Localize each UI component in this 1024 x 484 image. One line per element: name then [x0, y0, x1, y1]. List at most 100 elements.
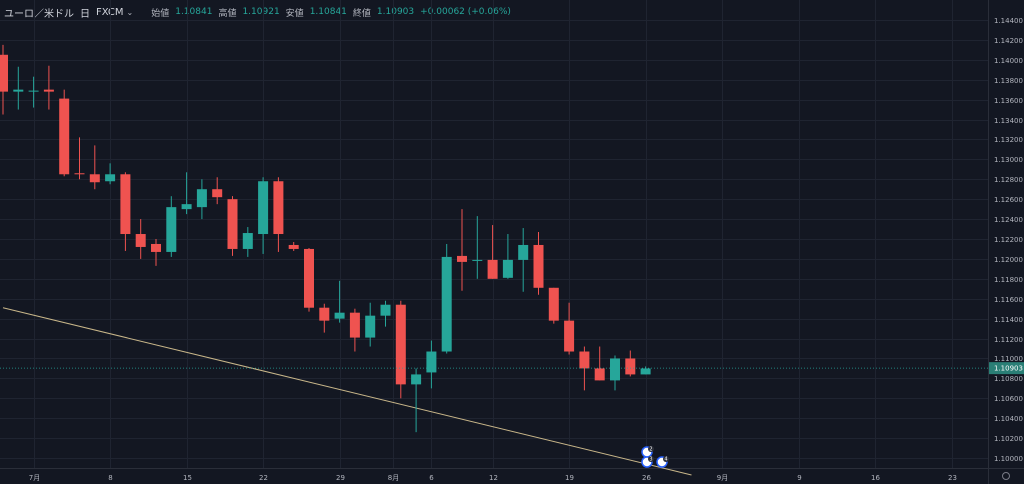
event-marker-badge	[648, 446, 654, 452]
candle-up	[441, 243, 452, 354]
event-marker-badge	[663, 456, 669, 462]
grid	[0, 0, 988, 468]
price-tick-label: 1.14000	[994, 57, 1023, 65]
time-tick-label: 8月	[388, 474, 399, 482]
close-value: 1.10903	[376, 7, 415, 17]
data-source[interactable]: FXCM	[96, 6, 124, 18]
price-tick-label: 1.14400	[994, 17, 1023, 25]
candle-body	[395, 304, 406, 385]
current-price-label: 1.10903	[994, 365, 1023, 373]
candle-body	[0, 54, 8, 92]
event-marker[interactable]: 2	[641, 446, 654, 458]
time-tick-label: 23	[948, 474, 957, 482]
current-price-line-layer: 1.10903	[0, 362, 1024, 375]
open-value: 1.10841	[175, 7, 213, 17]
candle-body	[273, 181, 284, 235]
candle-body	[502, 259, 513, 278]
candle-up	[166, 196, 177, 257]
candle-up	[28, 76, 39, 108]
symbol-name[interactable]: ユーロ／米ドル	[4, 8, 74, 20]
price-tick-label: 1.11600	[994, 296, 1023, 304]
candle-body	[548, 287, 559, 321]
candles	[0, 44, 651, 433]
candle-body	[518, 244, 529, 260]
time-tick-label: 12	[489, 474, 498, 482]
candle-body	[533, 244, 544, 288]
event-markers[interactable]: 2 3 4	[641, 446, 669, 468]
price-tick-label: 1.11000	[994, 355, 1023, 363]
time-tick-label: 29	[336, 474, 345, 482]
candle-up	[105, 163, 116, 185]
price-tick-label: 1.10000	[994, 455, 1023, 463]
time-tick-label: 8	[108, 474, 112, 482]
candle-body	[13, 89, 24, 92]
candle-down	[579, 346, 590, 391]
candle-down	[625, 350, 636, 377]
candle-body	[365, 315, 376, 338]
candle-up	[196, 179, 207, 220]
candle-up	[334, 280, 345, 323]
candle-down	[533, 232, 544, 295]
event-marker[interactable]: 3	[641, 456, 654, 468]
chevron-down-icon[interactable]: ⌄	[126, 7, 134, 17]
candle-down	[151, 238, 161, 266]
price-tick-label: 1.10800	[994, 375, 1023, 383]
candle-down	[43, 65, 54, 110]
candle-down	[227, 196, 238, 256]
candle-down	[319, 303, 330, 333]
event-marker-count: 3	[649, 457, 652, 463]
candle-body	[426, 351, 437, 373]
candle-down	[304, 247, 314, 312]
price-tick-label: 1.11800	[994, 276, 1023, 284]
time-tick-label: 9月	[717, 474, 728, 482]
candle-body	[89, 174, 100, 183]
candle-up	[426, 340, 437, 389]
time-tick-label: 19	[565, 474, 574, 482]
candle-body	[212, 189, 223, 198]
candle-body	[319, 307, 330, 321]
time-tick-label: 9	[797, 474, 801, 482]
candle-up	[411, 368, 422, 433]
candle-body	[380, 304, 391, 316]
candle-down	[0, 44, 8, 115]
candle-body	[120, 174, 131, 235]
candle-body	[472, 259, 483, 261]
high-value: 1.10921	[242, 7, 280, 17]
candle-body	[43, 89, 54, 92]
time-tick-label: 26	[642, 474, 651, 482]
candle-body	[411, 374, 422, 385]
candle-body	[334, 312, 345, 319]
candle-down	[548, 287, 559, 324]
low-label: 安値	[285, 8, 304, 19]
candle-body	[288, 244, 299, 249]
price-tick-label: 1.12600	[994, 196, 1023, 204]
candle-up	[13, 66, 24, 110]
trendline[interactable]	[2, 307, 692, 476]
candle-body	[625, 358, 636, 375]
candle-body	[441, 256, 452, 352]
time-axis[interactable]: 7月 8 15 22 29 8月 6 12 19 26 9月 9 16 23	[29, 474, 957, 482]
candle-body	[564, 320, 575, 352]
price-tick-label: 1.11200	[994, 336, 1023, 344]
event-marker-count: 2	[649, 447, 652, 453]
event-marker-count: 4	[664, 457, 667, 463]
event-marker-badge	[648, 456, 654, 462]
interval[interactable]: 日	[80, 8, 90, 20]
candle-up	[380, 300, 391, 327]
settings-gear-icon[interactable]	[1002, 472, 1010, 480]
candle-body	[304, 248, 314, 308]
time-tick-label: 7月	[29, 474, 40, 482]
candle-down	[288, 241, 299, 251]
event-marker[interactable]: 4	[656, 456, 669, 468]
candle-body	[166, 207, 177, 252]
current-price-label-bg	[989, 362, 1024, 375]
close-label: 終値	[352, 8, 371, 19]
candle-down	[349, 308, 360, 352]
time-tick-label: 16	[871, 474, 880, 482]
candle-body	[74, 173, 85, 175]
candle-body	[610, 358, 620, 381]
change-value: +0.00062 (+0.06%)	[420, 7, 511, 17]
price-axis[interactable]: 1.14400 1.14200 1.14000 1.13800 1.13600 1.134…	[994, 17, 1023, 463]
candle-body	[457, 255, 467, 262]
